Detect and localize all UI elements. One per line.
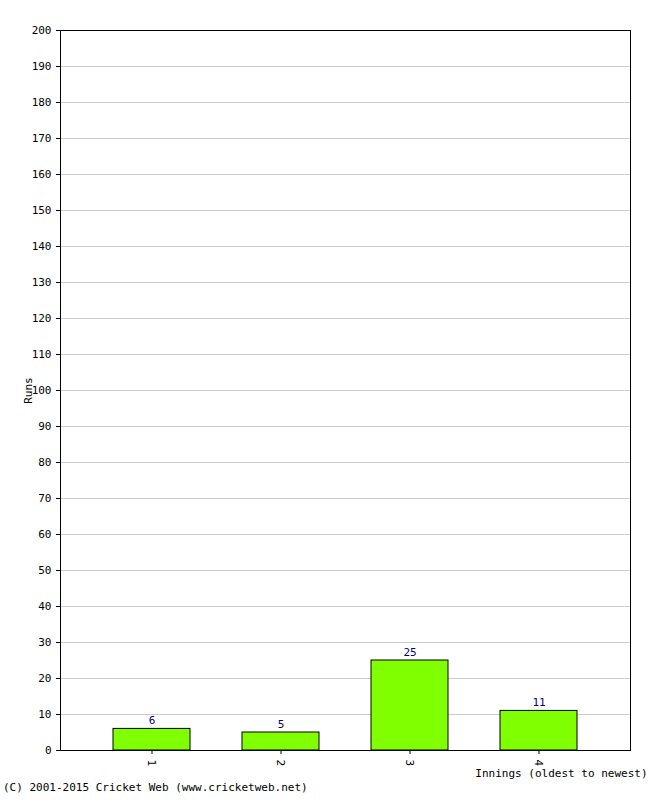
svg-text:110: 110 bbox=[32, 348, 52, 361]
svg-text:20: 20 bbox=[38, 672, 51, 685]
svg-text:2: 2 bbox=[274, 760, 287, 767]
svg-text:190: 190 bbox=[32, 60, 52, 73]
svg-text:140: 140 bbox=[32, 240, 52, 253]
svg-text:80: 80 bbox=[38, 456, 51, 469]
svg-text:25: 25 bbox=[403, 646, 416, 659]
svg-text:90: 90 bbox=[38, 420, 51, 433]
svg-text:Runs: Runs bbox=[22, 377, 35, 404]
svg-text:40: 40 bbox=[38, 600, 51, 613]
svg-text:Innings (oldest to newest): Innings (oldest to newest) bbox=[475, 767, 647, 780]
svg-text:170: 170 bbox=[32, 132, 52, 145]
svg-text:50: 50 bbox=[38, 564, 51, 577]
svg-text:160: 160 bbox=[32, 168, 52, 181]
html-text:(C) 2001-2015 Cricket Web (www: (C) 2001-2015 Cricket Web (www.cricketwe… bbox=[3, 781, 308, 794]
svg-text:70: 70 bbox=[38, 492, 51, 505]
svg-text:200: 200 bbox=[32, 24, 52, 37]
svg-text:120: 120 bbox=[32, 312, 52, 325]
svg-text:10: 10 bbox=[38, 708, 51, 721]
svg-text:3: 3 bbox=[403, 760, 416, 767]
svg-text:11: 11 bbox=[532, 696, 545, 709]
svg-text:100: 100 bbox=[31, 384, 52, 397]
svg-text:130: 130 bbox=[32, 276, 52, 289]
svg-text:0: 0 bbox=[45, 744, 52, 757]
svg-text:150: 150 bbox=[32, 204, 52, 217]
svg-text:5: 5 bbox=[278, 718, 285, 731]
svg-text:6: 6 bbox=[149, 714, 156, 727]
svg-text:1: 1 bbox=[145, 760, 158, 767]
svg-text:180: 180 bbox=[32, 96, 52, 109]
svg-text:60: 60 bbox=[38, 528, 51, 541]
svg-text:30: 30 bbox=[38, 636, 51, 649]
svg-text:4: 4 bbox=[532, 760, 545, 767]
